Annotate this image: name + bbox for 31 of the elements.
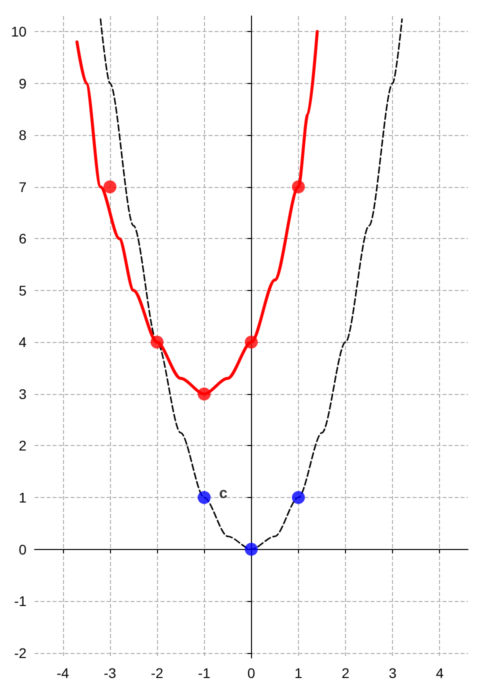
point — [292, 180, 305, 194]
x-tick-label: -2 — [150, 665, 164, 681]
x-tick-label: 3 — [388, 665, 397, 681]
y-tick-label: 7 — [18, 178, 27, 195]
y-tick-label: 3 — [18, 386, 27, 402]
point — [103, 180, 116, 194]
y-tick-label: 8 — [18, 127, 27, 144]
y-tick-label: 0 — [18, 541, 27, 558]
x-tick-label: 2 — [342, 665, 350, 681]
point — [244, 336, 258, 349]
x-tick-label: 4 — [436, 665, 444, 681]
x-tick-label: 0 — [247, 665, 256, 681]
y-tick-label: 5 — [18, 282, 27, 298]
point — [198, 491, 211, 504]
y-tick-label: 2 — [18, 438, 27, 454]
y-tick-label: 6 — [18, 230, 27, 247]
point — [198, 387, 211, 400]
y-tick-label: -1 — [14, 593, 27, 610]
point — [292, 491, 305, 504]
y-tick-label: -2 — [14, 644, 27, 661]
y-tick-label: 4 — [18, 334, 27, 350]
x-tick-label: -3 — [104, 665, 116, 681]
x-tick-label: -1 — [198, 665, 211, 681]
point — [150, 336, 164, 349]
y-tick-label: 1 — [18, 490, 27, 506]
y-tick-label: 10 — [10, 24, 27, 40]
x-tick-label: -4 — [56, 665, 70, 681]
y-tick-label: 9 — [18, 75, 27, 92]
annotation: c — [219, 485, 228, 502]
x-tick-label: 1 — [294, 665, 302, 681]
point — [244, 542, 258, 556]
